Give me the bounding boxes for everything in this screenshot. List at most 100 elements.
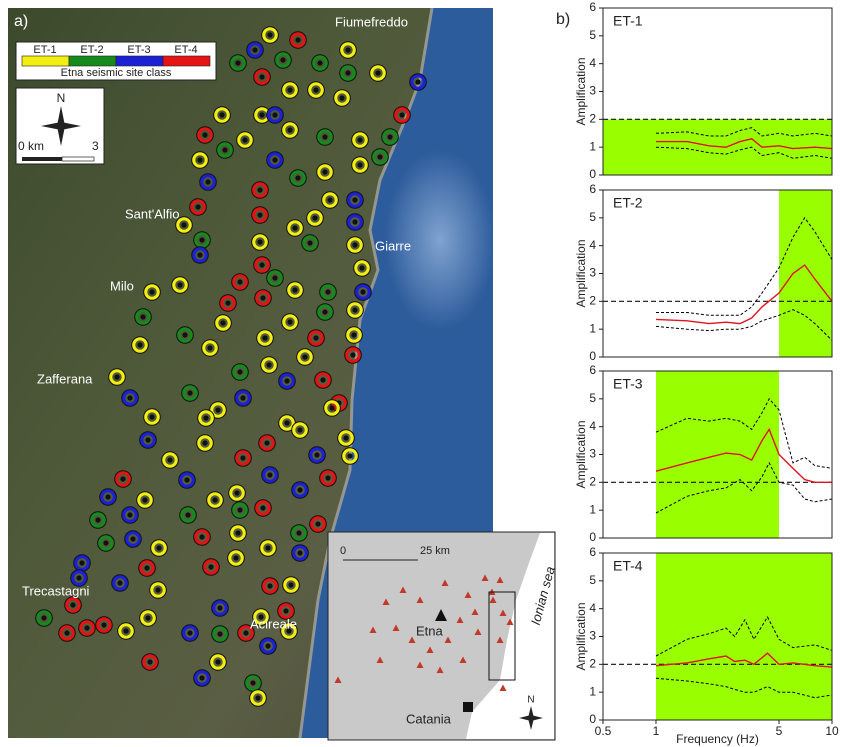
scale-bar — [61, 156, 95, 162]
highlight-region — [655, 553, 832, 720]
site-dot — [41, 615, 47, 621]
site-marker-edge — [209, 653, 227, 671]
site-marker-edge — [261, 26, 279, 44]
site-dot — [79, 560, 85, 566]
site-marker — [281, 81, 299, 99]
site-dot — [377, 154, 383, 160]
site-marker-edge — [179, 506, 197, 524]
site-marker-edge — [201, 339, 219, 357]
site-dot — [259, 262, 265, 268]
site-marker-edge — [346, 236, 364, 254]
y-axis-label: Amplification — [574, 239, 588, 307]
site-marker-edge — [339, 41, 357, 59]
site-dot — [296, 530, 302, 536]
site-dot — [267, 32, 273, 38]
site-marker — [291, 421, 309, 439]
site-marker — [289, 31, 307, 49]
site-marker — [234, 389, 252, 407]
site-dot — [145, 437, 151, 443]
y-tick-label: 3 — [589, 447, 596, 461]
volcano-marker — [481, 574, 489, 581]
site-marker — [64, 596, 82, 614]
series-line — [655, 127, 833, 137]
site-marker — [97, 534, 115, 552]
site-dot — [103, 540, 109, 546]
site-marker — [253, 256, 271, 274]
site-marker — [281, 121, 299, 139]
y-tick-label: 5 — [589, 573, 596, 587]
x-tick-label: 5 — [776, 724, 783, 738]
site-marker — [131, 336, 149, 354]
site-marker — [319, 283, 337, 301]
volcano-marker — [464, 591, 472, 598]
site-dot — [322, 169, 328, 175]
site-marker — [143, 408, 161, 426]
site-marker — [251, 206, 269, 224]
site-dot — [327, 197, 333, 203]
site-dot — [101, 622, 107, 628]
site-marker-edge — [206, 491, 224, 509]
site-dot — [325, 475, 331, 481]
series-line — [655, 264, 833, 325]
site-dot — [202, 440, 208, 446]
volcano-marker — [444, 636, 452, 643]
site-marker-edge — [306, 209, 324, 227]
site-marker — [139, 431, 157, 449]
site-marker-edge — [314, 371, 332, 389]
site-dot — [182, 332, 188, 338]
series-line — [655, 309, 833, 341]
site-marker-edge — [253, 106, 271, 124]
site-marker-edge — [289, 31, 307, 49]
inset-sea — [466, 533, 554, 739]
inset-north: N — [527, 695, 534, 706]
site-marker — [258, 434, 276, 452]
site-marker — [266, 269, 284, 287]
site-marker — [259, 637, 277, 655]
site-marker — [259, 539, 277, 557]
site-marker — [211, 599, 229, 617]
site-marker-edge — [346, 213, 364, 231]
site-marker — [213, 106, 231, 124]
site-marker-edge — [252, 608, 270, 626]
site-marker — [309, 515, 327, 533]
site-dot — [187, 630, 193, 636]
site-marker — [138, 559, 156, 577]
site-dot — [347, 453, 353, 459]
series-line — [655, 615, 833, 657]
y-axis-label: Amplification — [574, 602, 588, 670]
site-marker-edge — [291, 421, 309, 439]
series-line — [656, 138, 833, 150]
panel-label: b) — [556, 11, 570, 28]
site-marker — [214, 314, 232, 332]
site-marker — [321, 191, 339, 209]
site-marker — [290, 524, 308, 542]
site-dot — [215, 659, 221, 665]
site-dot — [120, 476, 126, 482]
site-marker-edge — [260, 356, 278, 374]
site-dot — [142, 497, 148, 503]
site-dot — [352, 197, 358, 203]
site-marker-edge — [196, 126, 214, 144]
site-dot — [240, 455, 246, 461]
site-marker — [337, 429, 355, 447]
site-marker-edge — [219, 294, 237, 312]
site-marker-edge — [231, 363, 249, 381]
site-marker — [161, 451, 179, 469]
site-marker — [346, 301, 364, 319]
site-marker — [70, 569, 88, 587]
y-tick-label: 6 — [589, 545, 596, 559]
site-marker-edge — [178, 471, 196, 489]
site-dot — [266, 362, 272, 368]
site-marker-edge — [319, 469, 337, 487]
site-marker-edge — [281, 121, 299, 139]
site-marker-edge — [286, 219, 304, 237]
site-marker-edge — [281, 81, 299, 99]
site-marker — [339, 41, 357, 59]
site-dot — [147, 659, 153, 665]
site-dot — [258, 614, 264, 620]
site-dot — [314, 452, 320, 458]
site-marker-edge — [99, 488, 117, 506]
y-tick-label: 6 — [589, 182, 596, 196]
volcano-marker — [441, 579, 449, 586]
site-marker-edge — [246, 41, 264, 59]
